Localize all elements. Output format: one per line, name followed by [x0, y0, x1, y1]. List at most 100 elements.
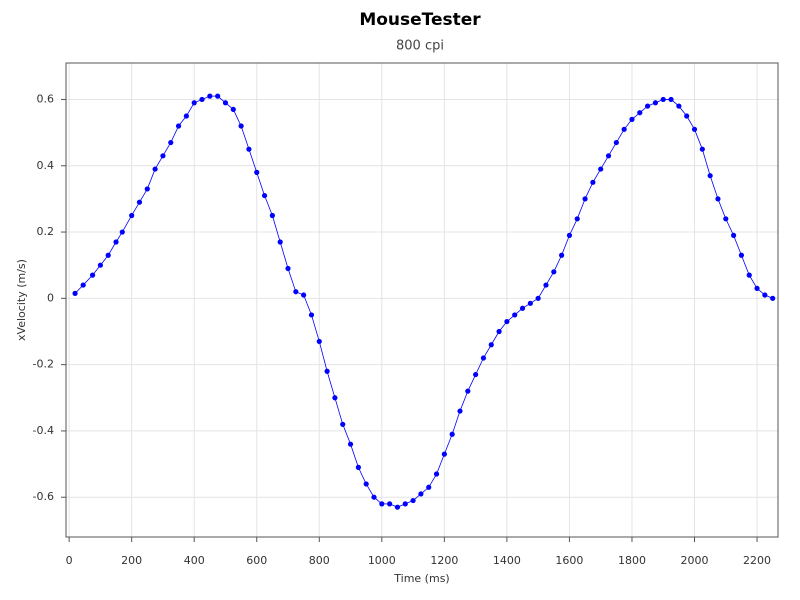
data-point — [457, 408, 463, 414]
data-point — [246, 146, 252, 152]
data-point — [97, 262, 103, 268]
data-point — [441, 451, 447, 457]
plot-frame — [65, 62, 779, 538]
data-point — [316, 338, 322, 345]
data-point — [355, 464, 361, 470]
data-point — [480, 355, 487, 361]
data-point — [347, 441, 354, 447]
data-point — [160, 153, 166, 159]
x-tick-label: 2200 — [743, 554, 771, 567]
data-point — [119, 229, 125, 235]
x-tick-label: 200 — [121, 554, 142, 567]
data-point — [230, 106, 236, 113]
data-point — [645, 103, 651, 109]
data-point — [105, 252, 111, 258]
data-point — [371, 494, 377, 500]
y-tick-label: -0.4 — [33, 424, 54, 437]
data-point — [660, 96, 666, 103]
data-point — [512, 312, 518, 318]
data-point — [433, 471, 440, 477]
data-point — [504, 318, 510, 325]
data-point — [332, 395, 338, 401]
data-point — [175, 123, 182, 129]
data-point — [707, 173, 713, 179]
data-point — [496, 328, 502, 335]
data-point — [129, 212, 135, 219]
data-point — [629, 116, 635, 122]
data-point — [684, 113, 690, 119]
x-tick-label: 1800 — [618, 554, 646, 567]
data-point — [394, 504, 401, 510]
data-point — [676, 103, 682, 109]
data-point — [582, 196, 588, 202]
data-point — [152, 166, 158, 172]
data-point — [652, 100, 659, 106]
data-point — [715, 196, 721, 202]
data-point — [668, 96, 674, 103]
data-point — [277, 239, 283, 245]
data-point — [269, 212, 275, 219]
data-point — [113, 239, 119, 245]
data-point — [293, 289, 299, 295]
data-point — [746, 272, 752, 278]
x-tick-label: 800 — [309, 554, 330, 567]
data-line — [74, 95, 773, 508]
data-point — [527, 300, 533, 306]
data-point — [261, 192, 268, 199]
data-point — [699, 146, 705, 152]
x-tick-label: 1400 — [493, 554, 521, 567]
data-point — [723, 216, 729, 222]
data-point — [754, 285, 760, 291]
data-point — [730, 232, 737, 238]
data-point — [637, 110, 643, 116]
data-point — [598, 166, 604, 172]
x-tick-label: 400 — [184, 554, 205, 567]
data-point — [379, 501, 385, 507]
data-point — [363, 481, 369, 487]
chart-title: MouseTester — [359, 10, 481, 30]
data-point — [621, 126, 627, 132]
data-point — [473, 371, 479, 378]
data-point — [168, 139, 174, 146]
data-point — [254, 169, 260, 175]
data-point — [238, 123, 244, 129]
data-point — [136, 199, 143, 205]
data-point — [738, 252, 745, 258]
data-point — [762, 292, 768, 298]
x-tick-label: 0 — [66, 554, 73, 567]
data-point — [340, 421, 346, 427]
y-tick-label: -0.6 — [33, 490, 54, 503]
x-axis-label: Time (ms) — [393, 572, 449, 585]
x-tick-label: 1600 — [555, 554, 583, 567]
data-point — [410, 497, 416, 504]
data-point — [426, 484, 432, 490]
data-point — [691, 126, 698, 132]
data-point — [418, 491, 424, 497]
data-point — [465, 388, 471, 394]
data-point — [590, 179, 596, 185]
data-point — [559, 252, 565, 258]
data-point — [183, 113, 189, 119]
data-point — [402, 501, 408, 507]
data-point — [387, 501, 393, 507]
data-point — [80, 282, 86, 288]
x-tick-label: 1200 — [430, 554, 458, 567]
data-point — [199, 96, 205, 103]
y-tick-label: 0 — [47, 291, 54, 304]
data-point — [770, 295, 776, 301]
data-point — [551, 269, 557, 275]
data-point — [488, 342, 494, 348]
data-point — [613, 139, 619, 146]
chart-subtitle: 800 cpi — [396, 39, 444, 54]
data-point — [574, 216, 580, 222]
data-point — [301, 292, 307, 298]
data-point — [324, 368, 330, 374]
data-point — [566, 232, 573, 238]
data-point — [449, 431, 455, 437]
data-point — [89, 272, 96, 278]
y-tick-label: 0.6 — [37, 92, 55, 105]
data-point — [72, 290, 78, 296]
x-tick-label: 1000 — [368, 554, 396, 567]
